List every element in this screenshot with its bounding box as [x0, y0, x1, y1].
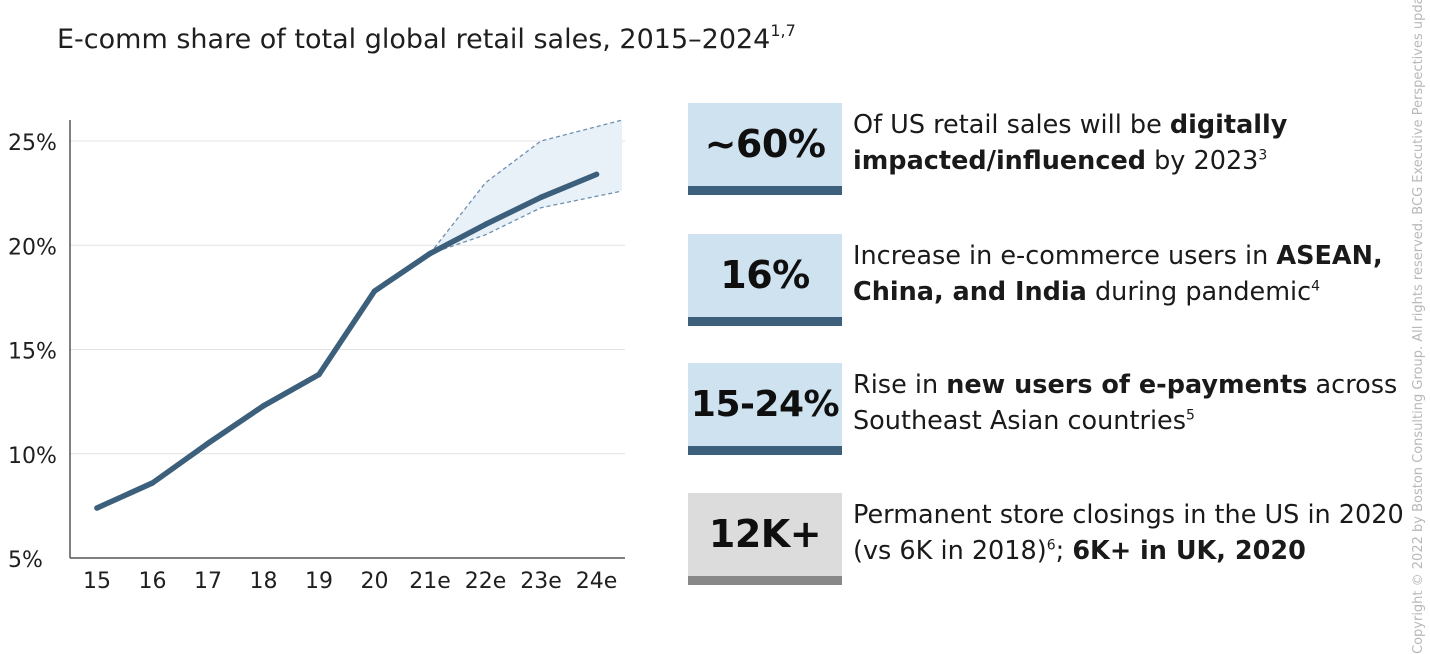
line-chart: 5% 10% 15% 20% 25% 15 16 17 18 19 20 21e 22e 23e 24e	[8, 119, 625, 594]
stat-value: 16%	[720, 253, 810, 297]
stat-value: 15-24%	[690, 383, 840, 425]
forecast-band-area	[430, 120, 622, 254]
stat-box-underline	[688, 317, 842, 326]
forecast-band-lower	[429, 190, 623, 255]
stat-box: ~60%	[688, 103, 842, 195]
x-tick-label: 15	[83, 569, 111, 594]
data-point	[316, 371, 322, 378]
data-point	[260, 403, 267, 409]
y-tick-label: 15%	[8, 340, 57, 365]
y-tick-label: 20%	[8, 235, 57, 260]
y-tick-label: 10%	[8, 444, 57, 469]
forecast-band-upper	[429, 119, 623, 254]
x-tick-label: 22e	[465, 569, 507, 594]
x-tick-label: 19	[305, 569, 333, 594]
stat-description: Of US retail sales will be digitally imp…	[853, 110, 1288, 176]
chart-title-footnote: 1,7	[770, 21, 796, 40]
chart-title-text: E-comm share of total global retail sale…	[57, 24, 771, 55]
data-point	[205, 440, 211, 447]
data-point	[593, 171, 600, 178]
stat-box: 15-24%	[688, 363, 842, 455]
stat-value: ~60%	[704, 122, 826, 166]
stat-card-e-payments: 15-24% Rise in new users of e-payments a…	[688, 363, 1430, 455]
x-tick-label: 21e	[409, 569, 451, 594]
data-point	[482, 221, 489, 228]
x-tick-label: 20	[361, 569, 389, 594]
stat-card-ecommerce-users: 16% Increase in e-commerce users in ASEA…	[688, 234, 1430, 326]
series-line	[94, 171, 600, 511]
stat-box-underline	[688, 186, 842, 195]
stat-value: 12K+	[708, 512, 822, 556]
x-tick-label: 18	[250, 569, 278, 594]
y-tick-label: 25%	[8, 131, 57, 156]
stat-description: Rise in new users of e-payments across S…	[853, 370, 1398, 436]
stat-box: 16%	[688, 234, 842, 326]
data-point	[371, 288, 378, 294]
stat-card-store-closings: 12K+ Permanent store closings in the US …	[688, 493, 1430, 585]
data-point	[427, 250, 433, 257]
stat-description: Increase in e-commerce users in ASEAN, C…	[853, 241, 1383, 307]
x-tick-label: 24e	[576, 569, 618, 594]
stat-box: 12K+	[688, 493, 842, 585]
stat-box-underline	[688, 446, 842, 455]
copyright-text: Copyright © 2022 by Boston Consulting Gr…	[1412, 0, 1426, 654]
x-tick-label: 23e	[520, 569, 562, 594]
data-point	[538, 194, 544, 201]
stat-box-underline	[688, 576, 842, 585]
copyright-note: Copyright © 2022 by Boston Consulting Gr…	[1412, 0, 1430, 654]
y-tick-label: 5%	[8, 548, 43, 573]
stat-description: Permanent store closings in the US in 20…	[853, 500, 1404, 566]
x-tick-label: 16	[139, 569, 167, 594]
chart-title: E-comm share of total global retail sale…	[57, 21, 796, 56]
x-tick-label: 17	[194, 569, 222, 594]
data-point	[149, 480, 156, 486]
stat-card-us-digital: ~60% Of US retail sales will be digitall…	[688, 103, 1430, 195]
data-point	[94, 505, 100, 511]
